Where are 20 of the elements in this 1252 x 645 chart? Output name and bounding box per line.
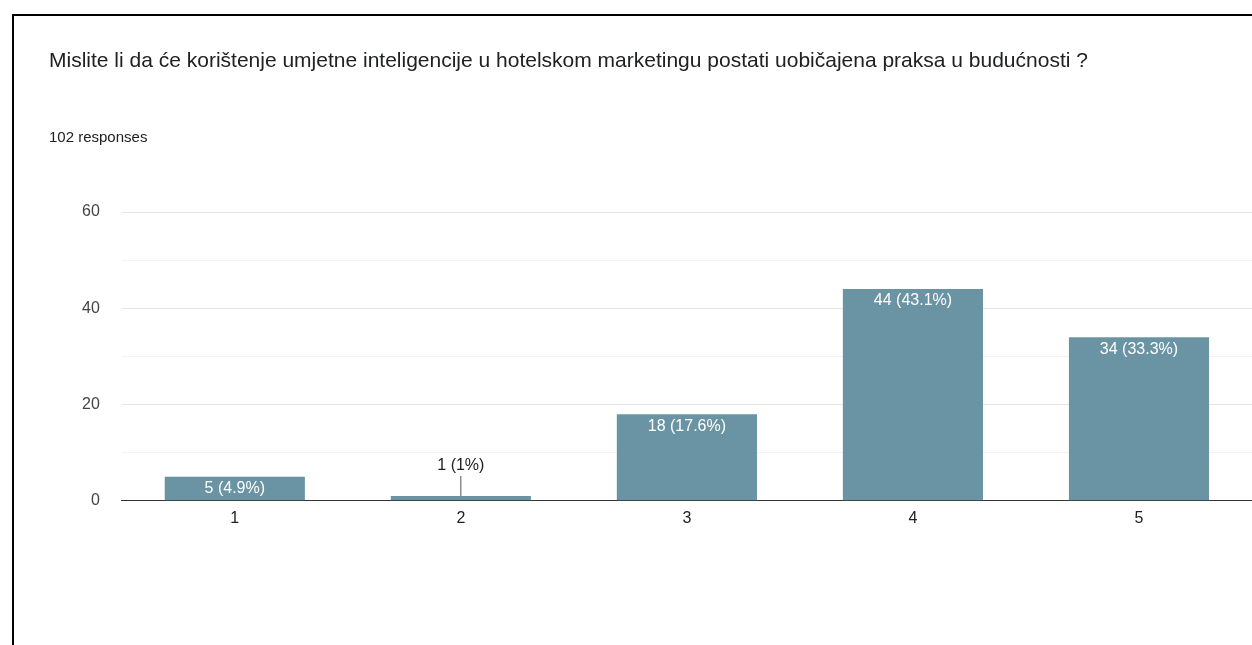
bar (616, 414, 757, 501)
y-tick-label: 60 (82, 202, 100, 220)
y-tick-label: 20 (82, 394, 100, 412)
data-label: 5 (4.9%) (204, 479, 266, 497)
x-tick-label: 3 (682, 508, 692, 526)
y-tick-label: 40 (82, 298, 100, 316)
bar (390, 495, 531, 501)
x-tick-label: 1 (230, 508, 240, 526)
data-label: 1 (1%) (437, 456, 485, 474)
data-label: 34 (33.3%) (1099, 339, 1179, 357)
bar (1068, 337, 1210, 501)
chart-subtitle: 102 responses (49, 128, 148, 145)
data-label: 18 (17.6%) (647, 416, 727, 434)
x-tick-label: 5 (1134, 508, 1144, 526)
bar (842, 289, 984, 501)
data-label: 44 (43.1%) (873, 291, 953, 309)
chart-title: Mislite li da će korištenje umjetne inteligencije u hotelskom marketingu postati uobičajena praksa u budućnosti ? (49, 47, 1089, 73)
y-tick-label: 0 (90, 491, 100, 509)
x-tick-label: 2 (456, 508, 466, 526)
x-tick-label: 4 (908, 508, 918, 526)
